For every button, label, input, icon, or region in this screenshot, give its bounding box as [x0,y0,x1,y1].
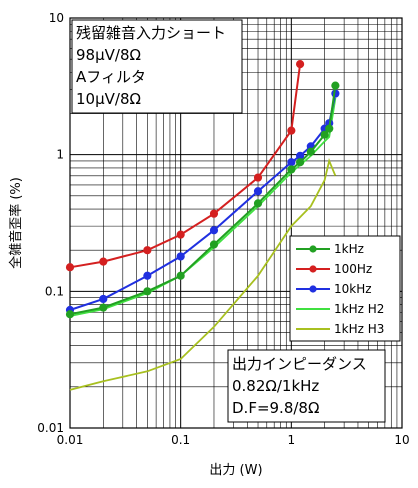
data-point-1khz [287,165,296,174]
legend-marker-100hz [309,265,317,273]
residual-noise-line-4: 10μV/8Ω [76,90,141,108]
data-point-100hz [65,263,75,272]
data-point-100hz [295,59,305,69]
data-point-1khz [65,310,75,319]
residual-noise-line-3: Aフィルタ [76,68,146,86]
residual-noise-line-1: 残留雑音入力ショート [76,24,226,42]
data-point-100hz [253,173,263,182]
data-point-10khz [143,271,152,280]
output-impedance-line-3: D.F=9.8/8Ω [232,399,319,417]
x-tick-labels: 0.01 0.1 1 10 [57,433,410,447]
data-point-10khz [99,294,108,304]
y-tick-label: 1 [56,148,64,162]
data-point-1khz [295,158,305,167]
data-point-10khz [209,226,219,235]
data-point-1khz [209,240,219,249]
data-point-1khz [143,287,152,296]
legend: 1kHz 100Hz 10kHz 1kHz H2 1kHz H3 [289,235,401,342]
legend-label-100hz: 100Hz [334,262,372,276]
plot-frame [69,17,403,429]
series-line-1khz-h3 [69,157,337,391]
y-tick-labels: 10 1 0.1 0.01 [37,11,64,435]
x-tick-label: 0.01 [57,433,84,447]
data-point-100hz [287,126,296,135]
data-point-1khz [320,130,329,139]
x-tick-label: 1 [288,433,296,447]
y-tick-label: 0.1 [45,284,64,298]
residual-noise-line-2: 98μV/8Ω [76,46,141,64]
data-point-1khz [306,147,315,156]
x-tick-label: 0.1 [171,433,190,447]
residual-noise-box: 残留雑音入力ショート 98μV/8Ω Aフィルタ 10μV/8Ω [71,19,243,114]
data-point-10khz [176,252,185,261]
data-point-1khz [176,271,185,280]
legend-marker-1khz [309,245,317,253]
y-tick-label: 10 [49,11,64,25]
data-point-100hz [143,246,152,255]
legend-marker-10khz [309,285,317,293]
y-tick-label: 0.01 [37,421,64,435]
output-impedance-line-2: 0.82Ω/1kHz [232,377,319,395]
legend-label-1khz: 1kHz [334,242,364,256]
legend-label-1khz-h3: 1kHz H3 [334,322,384,336]
legend-label-1khz-h2: 1kHz H2 [334,302,384,316]
legend-label-10khz: 10kHz [334,282,372,296]
data-point-10khz [253,187,263,196]
data-point-100hz [176,230,185,239]
data-point-1khz [325,124,334,133]
output-impedance-box: 出力インピーダンス 0.82Ω/1kHz D.F=9.8/8Ω [227,349,386,423]
series-group [65,59,340,391]
x-tick-label: 10 [394,433,409,447]
output-impedance-box-frame [227,349,386,423]
output-impedance-line-1: 出力インピーダンス [232,355,367,373]
data-point-1khz [331,81,340,90]
x-axis-label: 出力 (W) [209,463,262,478]
data-point-100hz [99,257,108,266]
data-point-100hz [209,209,219,218]
data-point-10khz [287,158,296,167]
series-line-100hz [69,63,302,269]
y-axis-label: 全雑音歪率 (%) [8,177,24,269]
residual-noise-box-frame [71,19,243,114]
data-point-1khz [99,303,108,312]
data-point-1khz [253,199,263,208]
